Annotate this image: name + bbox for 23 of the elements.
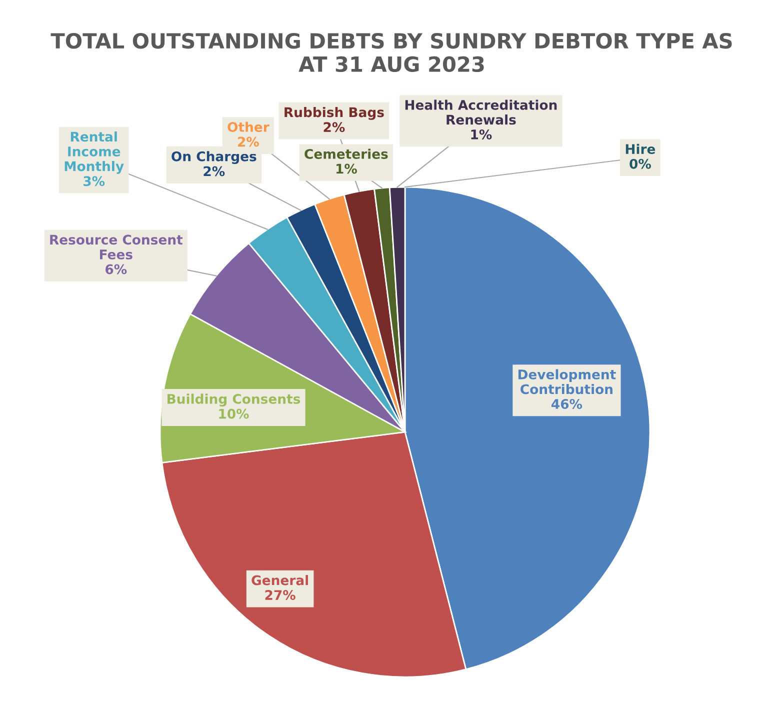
slice-label: Cemeteries [304,148,388,159]
slice-label: Resource Consent Fees [50,234,183,260]
data-label: 1% [471,129,492,140]
slice-label: Development Contribution [518,369,616,394]
data-label: 3% [84,176,105,186]
slice-label: Rubbish Bags [284,107,384,120]
slice-label: Building Consents [168,394,300,407]
slice-label: Rental Income Monthly [64,131,124,174]
chart-title: TOTAL OUTSTANDING DEBTS BY SUNDRY DEBTOR TYPE AS AT 31 AUG 2023 [50,32,732,72]
data-label: 2% [238,136,259,147]
slice-label: On Charges [172,151,256,164]
data-label: 10% [219,408,249,419]
data-label: 2% [324,122,345,132]
slice-label: General [252,575,308,586]
data-label: 1% [336,164,357,174]
data-label: 2% [204,166,225,176]
slice-label: Other [228,122,270,132]
category-label: Hire [626,144,656,154]
slice-label: Health Accreditation Renewals [405,100,557,125]
data-label: 46% [552,398,582,409]
data-label: 27% [265,590,296,600]
data-label: 6% [106,264,127,274]
text: 0% [630,158,651,169]
